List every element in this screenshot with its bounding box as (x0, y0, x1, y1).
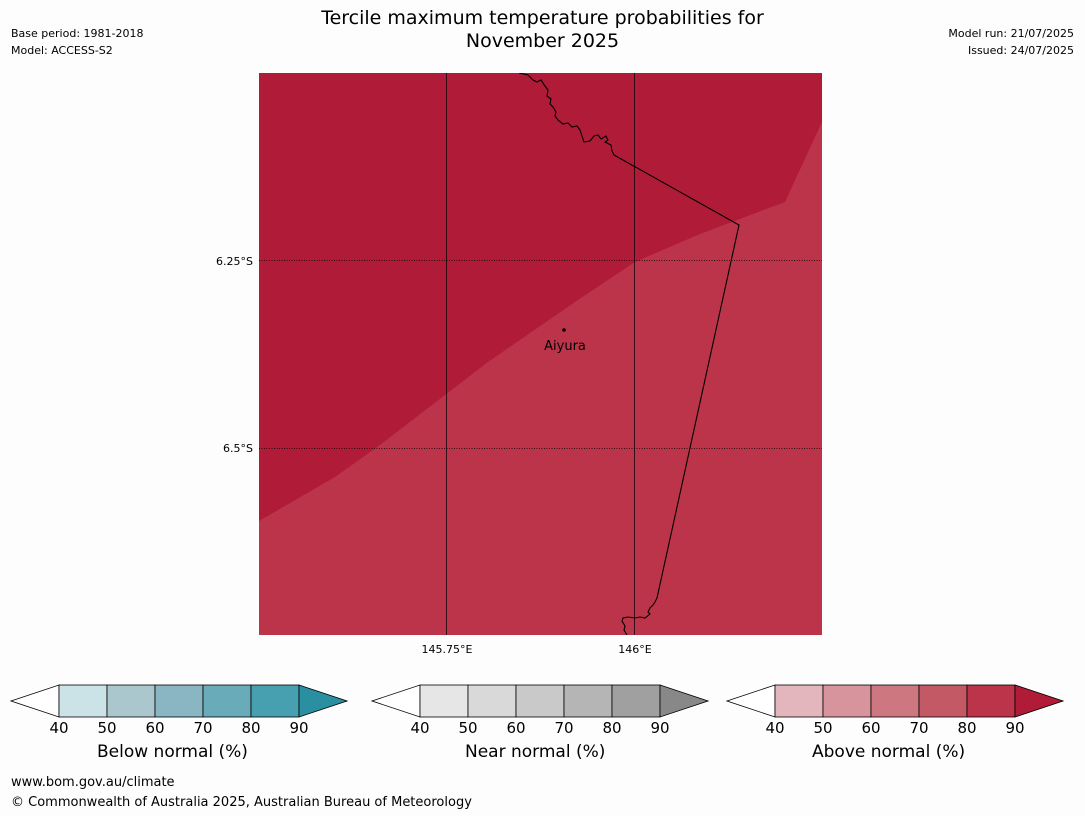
run-info: Model run: 21/07/2025 Issued: 24/07/2025 (948, 25, 1074, 59)
colorbar-over-arrow (298, 684, 348, 718)
probability-map: Aiyura 6.25°S 6.5°S 145.75°E 146°E (216, 73, 822, 656)
lon-label-145-75: 145.75°E (422, 643, 473, 656)
website-link-text: www.bom.gov.au/climate (11, 775, 175, 790)
lon-label-146: 146°E (618, 643, 651, 656)
tick-label: 70 (909, 719, 929, 737)
colorbar-segment (467, 684, 517, 718)
colorbar-segment (154, 684, 204, 718)
colorbar-segment (774, 684, 824, 718)
colorbar-segment (250, 684, 300, 718)
below-normal-colorbar: 40 50 60 70 80 90 Below normal (%) (10, 684, 348, 762)
tick-label: 70 (554, 719, 574, 737)
model-run-text: Model run: 21/07/2025 (948, 27, 1074, 40)
near-normal-color-scale (371, 684, 709, 718)
map-area (259, 73, 822, 635)
colorbar-segment (563, 684, 613, 718)
colorbar-under-arrow (371, 684, 421, 718)
tick-label: 90 (650, 719, 670, 737)
aiyura-label: Aiyura (544, 339, 586, 354)
aiyura-marker (562, 328, 566, 332)
below-normal-color-scale (10, 684, 348, 718)
international-border (518, 73, 740, 635)
colorbar-segment (419, 684, 469, 718)
tick-label: 60 (861, 719, 881, 737)
colorbar-over-arrow (659, 684, 709, 718)
tick-label: 80 (957, 719, 977, 737)
above-normal-label: Above normal (%) (812, 742, 966, 762)
tick-label: 40 (410, 719, 430, 737)
tick-label: 40 (765, 719, 785, 737)
map-title: Tercile maximum temperature probabilitie… (0, 7, 1085, 53)
colorbar-segment (966, 684, 1016, 718)
lat-label-6-5: 6.5°S (223, 442, 253, 455)
colorbar-segment (202, 684, 252, 718)
colorbar-segment (918, 684, 968, 718)
near-normal-ticks: 40 50 60 70 80 90 (371, 718, 709, 737)
colorbar-segment (870, 684, 920, 718)
colorbar-under-arrow (10, 684, 60, 718)
above-normal-colorbar: 40 50 60 70 80 90 Above normal (%) (726, 684, 1064, 762)
model-name-text: Model: ACCESS-S2 (11, 44, 113, 57)
lat-label-6-25: 6.25°S (216, 255, 253, 268)
tick-label: 80 (241, 719, 261, 737)
tick-label: 50 (813, 719, 833, 737)
tick-label: 50 (97, 719, 117, 737)
colorbar-segment (106, 684, 156, 718)
above-normal-color-scale (726, 684, 1064, 718)
colorbar-segment (58, 684, 108, 718)
colorbar-segment (515, 684, 565, 718)
tick-label: 80 (602, 719, 622, 737)
tick-label: 50 (458, 719, 478, 737)
tick-label: 60 (145, 719, 165, 737)
model-info: Base period: 1981-2018 Model: ACCESS-S2 (11, 25, 143, 59)
above-normal-ticks: 40 50 60 70 80 90 (726, 718, 1064, 737)
below-normal-label: Below normal (%) (97, 742, 248, 762)
tick-label: 40 (49, 719, 69, 737)
tick-label: 90 (1005, 719, 1025, 737)
above-normal-80-90-zone (259, 73, 822, 521)
near-normal-colorbar: 40 50 60 70 80 90 Near normal (%) (371, 684, 709, 762)
near-normal-label: Near normal (%) (465, 742, 606, 762)
colorbar-under-arrow (726, 684, 776, 718)
title-line-1: Tercile maximum temperature probabilitie… (321, 7, 764, 29)
below-normal-ticks: 40 50 60 70 80 90 (10, 718, 348, 737)
tick-label: 60 (506, 719, 526, 737)
colorbar-segment (611, 684, 661, 718)
copyright-text: © Commonwealth of Australia 2025, Austra… (11, 795, 472, 810)
title-line-2: November 2025 (465, 30, 620, 52)
colorbar-segment (822, 684, 872, 718)
base-period-text: Base period: 1981-2018 (11, 27, 144, 40)
tick-label: 90 (289, 719, 309, 737)
issued-date-text: Issued: 24/07/2025 (967, 44, 1074, 57)
colorbar-over-arrow (1014, 684, 1064, 718)
tick-label: 70 (193, 719, 213, 737)
